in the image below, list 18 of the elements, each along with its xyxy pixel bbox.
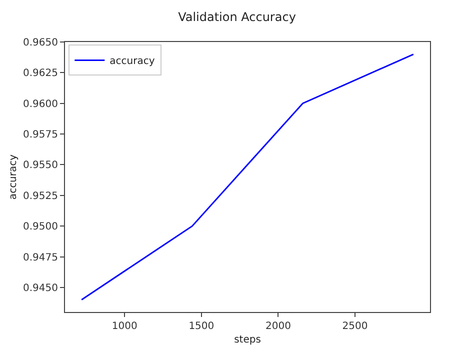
x-tick-label: 1500	[188, 321, 214, 332]
x-tick-label: 1000	[112, 321, 138, 332]
line-series	[80, 54, 414, 300]
y-tick-label: 0.9475	[23, 252, 58, 264]
y-tick-label: 0.9550	[23, 160, 58, 172]
y-tick-label: 0.9525	[23, 190, 58, 202]
y-tick-label: 0.9575	[23, 130, 58, 141]
y-tick-label: 0.9500	[23, 222, 58, 233]
x-tick-label: 2500	[342, 321, 368, 332]
y-tick-label: 0.9600	[23, 98, 58, 110]
legend-label: accuracy	[110, 56, 155, 68]
y-tick-label: 0.9650	[23, 38, 58, 48]
x-axis-title: steps	[234, 334, 261, 346]
y-tick-label: 0.9625	[23, 68, 58, 80]
x-tick-label: 2000	[265, 321, 291, 332]
y-axis-title: accuracy	[8, 154, 19, 200]
chart-title: Validation Accuracy	[178, 10, 296, 24]
y-tick-label: 0.9450	[23, 282, 58, 294]
